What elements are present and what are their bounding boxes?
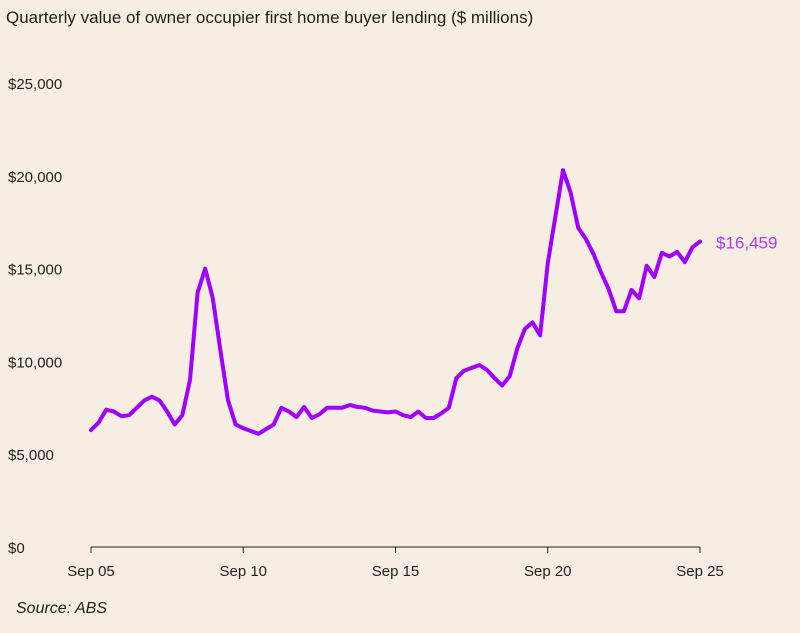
end-value-label: $16,459 — [716, 234, 777, 253]
x-tick-label: Sep 25 — [676, 563, 724, 580]
y-tick-label: $25,000 — [8, 76, 62, 93]
y-tick-label: $0 — [8, 540, 25, 557]
y-tick-label: $10,000 — [8, 354, 62, 371]
data-series-line — [89, 168, 702, 436]
x-tick-label: Sep 05 — [67, 563, 115, 580]
x-tick-label: Sep 20 — [524, 563, 572, 580]
y-tick-label: $20,000 — [8, 169, 62, 186]
chart-title: Quarterly value of owner occupier first … — [6, 8, 534, 27]
x-tick-label: Sep 10 — [219, 563, 267, 580]
y-tick-label: $5,000 — [8, 447, 54, 464]
x-tick-label: Sep 15 — [372, 563, 420, 580]
source-note: Source: ABS — [16, 600, 108, 617]
y-tick-label: $15,000 — [8, 262, 62, 279]
